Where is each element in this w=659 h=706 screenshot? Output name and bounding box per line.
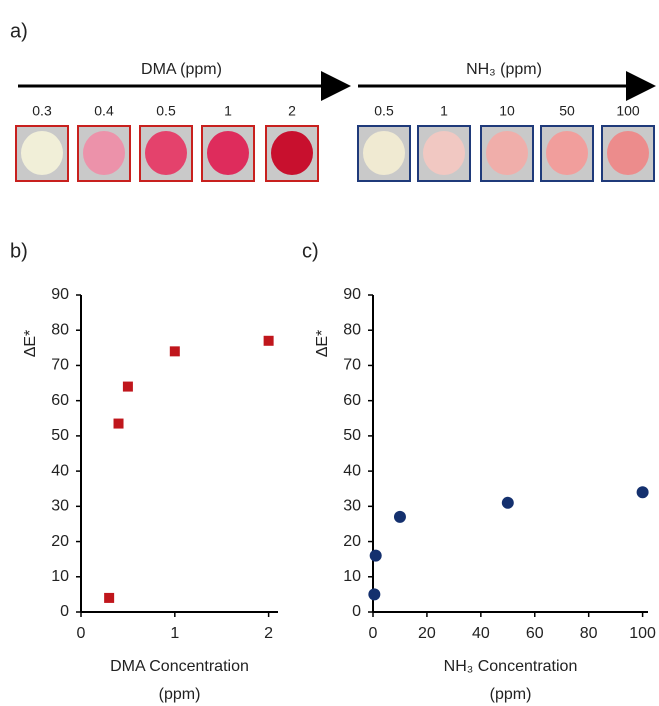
swatch [145,131,187,175]
y-tick-label: 70 [51,357,69,374]
swatch-label: 100 [616,103,640,119]
x-tick-label: 100 [629,625,656,642]
y-tick-label: 30 [51,498,69,515]
y-tick-label: 60 [343,392,361,409]
y-tick-label: 40 [51,462,69,479]
x-axis-label: (ppm) [490,686,532,703]
x-tick-label: 60 [526,625,544,642]
swatch-label: 0.5 [374,103,394,119]
y-axis-label: ΔE* [22,330,39,358]
y-tick-label: 20 [51,533,69,550]
group-title: NH₃ (ppm) [466,61,542,78]
swatch-label: 10 [499,103,515,119]
y-tick-label: 80 [343,321,361,338]
x-tick-label: 2 [264,625,273,642]
y-tick-label: 80 [51,321,69,338]
y-tick-label: 0 [352,603,361,620]
x-axis-label: NH₃ Concentration [444,658,578,675]
swatch-label: 0.5 [156,103,176,119]
point [501,496,514,509]
point [263,335,274,346]
y-tick-label: 60 [51,392,69,409]
swatch-label: 2 [288,103,296,119]
point [393,510,406,523]
swatch [546,131,588,175]
y-tick-label: 90 [343,286,361,303]
group-title: DMA (ppm) [141,61,222,78]
swatch [423,131,465,175]
point [368,588,381,601]
swatch [207,131,249,175]
x-tick-label: 1 [170,625,179,642]
x-tick-label: 20 [418,625,436,642]
swatch [486,131,528,175]
swatch-label: 0.4 [94,103,114,119]
x-tick-label: 40 [472,625,490,642]
swatch [363,131,405,175]
point [169,346,180,357]
y-tick-label: 10 [343,568,361,585]
point [113,418,124,429]
swatch-label: 1 [224,103,232,119]
swatch [607,131,649,175]
y-tick-label: 70 [343,357,361,374]
y-tick-label: 90 [51,286,69,303]
swatch-label: 50 [559,103,575,119]
panel-label: b) [10,240,28,262]
y-axis-label: ΔE* [314,330,331,358]
swatch [21,131,63,175]
swatch-label: 0.3 [32,103,52,119]
point [369,549,382,562]
panel-label: c) [302,240,319,262]
y-tick-label: 30 [343,498,361,515]
x-axis-label: (ppm) [159,686,201,703]
x-tick-label: 80 [580,625,598,642]
y-tick-label: 40 [343,462,361,479]
point [122,381,133,392]
point [636,486,649,499]
y-tick-label: 20 [343,533,361,550]
swatch [271,131,313,175]
x-axis-label: DMA Concentration [110,658,249,675]
y-tick-label: 50 [51,427,69,444]
y-tick-label: 10 [51,568,69,585]
x-tick-label: 0 [77,625,86,642]
y-tick-label: 0 [60,603,69,620]
point [104,592,115,603]
swatch-label: 1 [440,103,448,119]
x-tick-label: 0 [369,625,378,642]
swatch [83,131,125,175]
y-tick-label: 50 [343,427,361,444]
panel-label: a) [10,20,28,42]
